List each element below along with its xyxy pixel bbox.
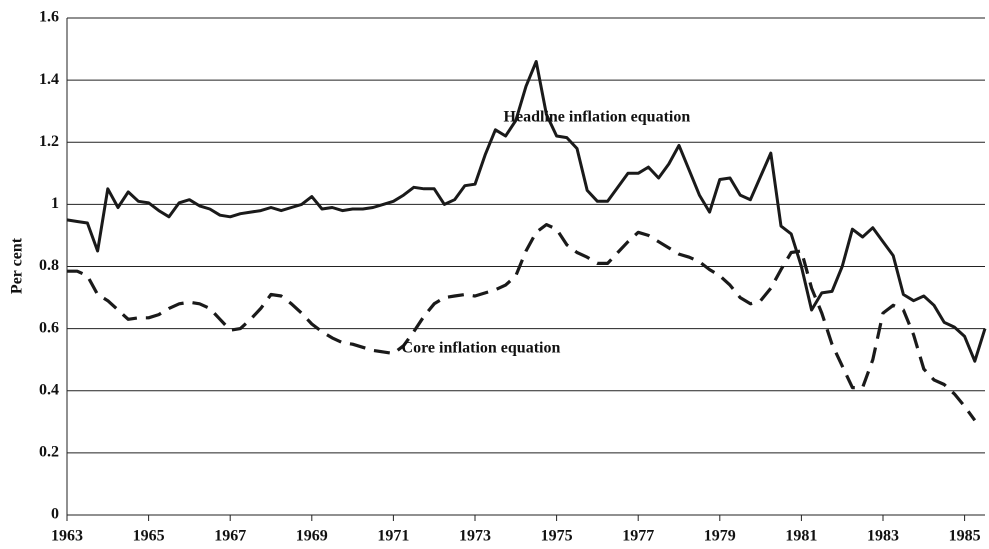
series-line — [66, 60, 987, 363]
x-tick-label: 1965 — [133, 528, 165, 545]
annotation: Core inflation equation — [402, 339, 561, 356]
y-tick-label: 0 — [51, 506, 59, 523]
y-tick-label: 0.2 — [39, 444, 59, 461]
x-tick-label: 1967 — [214, 528, 246, 545]
x-tick-label: 1973 — [459, 528, 491, 545]
x-tick-label: 1975 — [541, 528, 573, 545]
x-tick-label: 1981 — [785, 528, 817, 545]
y-tick-label: 0.4 — [39, 381, 59, 398]
annotation: Headline inflation equation — [504, 108, 691, 125]
y-tick-label: 1.6 — [39, 9, 59, 26]
series-line — [67, 223, 977, 422]
x-tick-label: 1963 — [51, 528, 83, 545]
x-tick-label: 1969 — [296, 528, 328, 545]
y-tick-label: 0.6 — [39, 319, 59, 336]
x-tick-label: 1983 — [867, 528, 899, 545]
y-axis-label: Per cent — [9, 237, 26, 294]
x-tick-label: 1977 — [622, 528, 654, 545]
y-tick-label: 1 — [51, 195, 59, 212]
y-tick-label: 1.2 — [39, 133, 59, 150]
x-tick-label: 1971 — [377, 528, 409, 545]
y-tick-label: 0.8 — [39, 257, 59, 274]
x-tick-label: 1985 — [949, 528, 981, 545]
y-tick-label: 1.4 — [39, 71, 59, 88]
x-tick-label: 1979 — [704, 528, 736, 545]
